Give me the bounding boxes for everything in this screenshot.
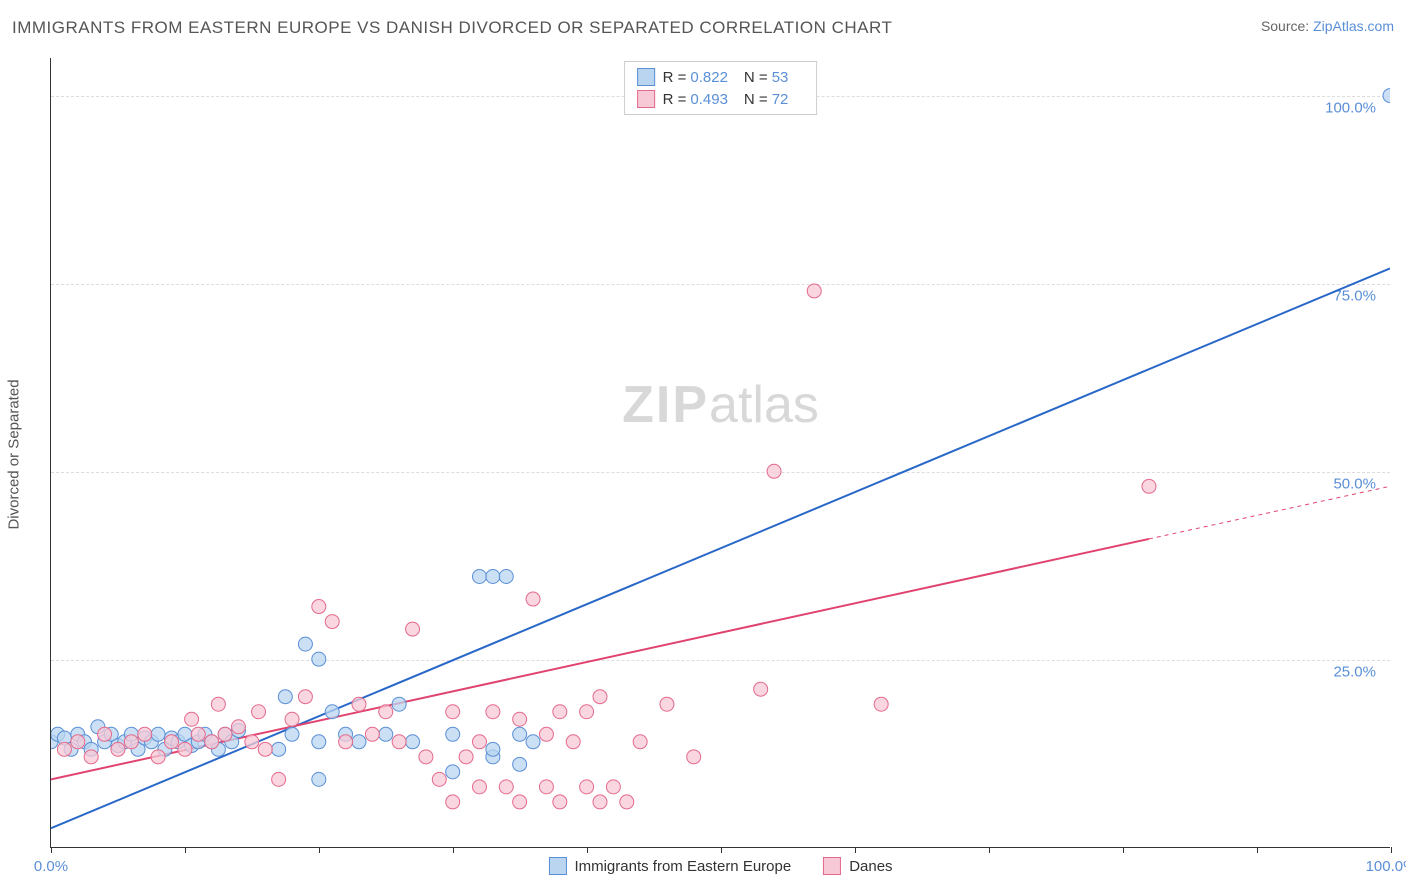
- x-tick-label: 100.0%: [1366, 858, 1406, 875]
- source-link[interactable]: ZipAtlas.com: [1313, 18, 1394, 34]
- x-tick: [1123, 847, 1124, 853]
- y-axis-title: Divorced or Separated: [6, 379, 23, 529]
- source-attribution: Source: ZipAtlas.com: [1261, 18, 1394, 34]
- legend-r-value-1: 0.822: [690, 69, 728, 86]
- legend-n-label: N =: [744, 69, 768, 86]
- legend-n-label: N =: [744, 91, 768, 108]
- legend-bottom-item-1: Immigrants from Eastern Europe: [548, 857, 791, 875]
- legend-r-value-2: 0.493: [690, 91, 728, 108]
- chart-plot-area: ZIPatlas R =0.822N =53 R =0.493N =72 Imm…: [50, 58, 1390, 848]
- legend-bottom-item-2: Danes: [823, 857, 892, 875]
- legend-r-label: R =: [663, 69, 687, 86]
- legend-swatch-pink: [823, 857, 841, 875]
- legend-n-value-2: 72: [772, 91, 789, 108]
- legend-r-label: R =: [663, 91, 687, 108]
- x-tick: [989, 847, 990, 853]
- x-tick: [51, 847, 52, 853]
- chart-header: IMMIGRANTS FROM EASTERN EUROPE VS DANISH…: [12, 18, 1394, 48]
- legend-bottom: Immigrants from Eastern Europe Danes: [548, 857, 892, 875]
- legend-bottom-label-2: Danes: [849, 858, 892, 875]
- x-tick: [185, 847, 186, 853]
- x-tick: [721, 847, 722, 853]
- x-tick-label: 0.0%: [34, 858, 68, 875]
- x-tick: [855, 847, 856, 853]
- x-tick: [319, 847, 320, 853]
- legend-stats-box: R =0.822 N =53 R =0.493 N =72: [624, 61, 818, 115]
- legend-stats-row-1: R =0.822 N =53: [637, 66, 805, 88]
- source-label: Source:: [1261, 18, 1313, 34]
- legend-n-value-1: 53: [772, 69, 789, 86]
- x-tick: [587, 847, 588, 853]
- legend-stats-row-2: R =0.493 N =72: [637, 88, 805, 110]
- legend-swatch-pink: [637, 90, 655, 108]
- legend-bottom-label-1: Immigrants from Eastern Europe: [574, 858, 791, 875]
- chart-title: IMMIGRANTS FROM EASTERN EUROPE VS DANISH…: [12, 18, 892, 37]
- legend-swatch-blue: [548, 857, 566, 875]
- x-tick: [1391, 847, 1392, 853]
- legend-swatch-blue: [637, 68, 655, 86]
- x-tick: [1257, 847, 1258, 853]
- x-tick: [453, 847, 454, 853]
- scatter-plot-svg: [51, 58, 1390, 847]
